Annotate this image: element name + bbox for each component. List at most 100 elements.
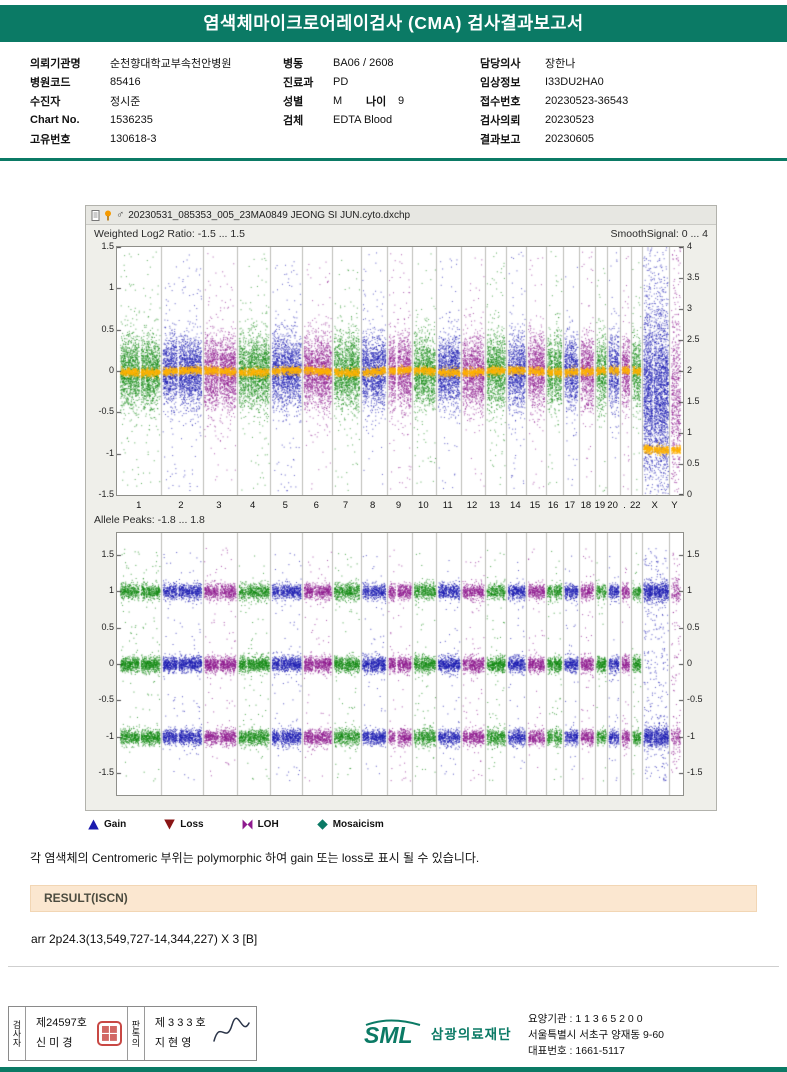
field-label: 고유번호 [30, 133, 71, 146]
field-label: 담당의사 [480, 57, 521, 70]
centromere-note: 각 염색체의 Centromeric 부위는 polymorphic 하여 ga… [30, 851, 480, 865]
chromosome-label: Y [671, 500, 678, 511]
field-label: 임상정보 [480, 76, 521, 89]
axis-tick-label: 1.5 [687, 548, 700, 559]
axis-tick-label: -1 [105, 730, 114, 741]
axis-tick-label: 4 [687, 241, 693, 251]
axis-tick-label: 2 [687, 365, 693, 375]
chart-legend: Gain Loss LOH Mosaicism [88, 819, 422, 830]
axis-tick-label: 0 [108, 658, 114, 668]
chromosome-label: 19 [594, 500, 606, 511]
axis-tick-label: -1 [105, 447, 114, 458]
legend-label: Loss [180, 819, 204, 830]
footer-text-line: 요양기관 : 1 1 3 6 5 2 0 0 [528, 1013, 643, 1025]
field-value: EDTA Blood [333, 113, 393, 126]
chromosome-label: 17 [564, 500, 576, 511]
stamp-cell: 제24597호 신 미 경 [26, 1007, 128, 1060]
field-label: 성별 [283, 95, 304, 108]
chromosome-label: 6 [313, 500, 319, 511]
field-value: 순천향대학교부속천안병원 [110, 57, 232, 70]
bottom-rule [0, 1067, 787, 1072]
axis-tick-label: 1.5 [101, 548, 114, 559]
field-value: I33DU2HA0 [545, 75, 604, 88]
chromosome-label: 1 [136, 500, 142, 511]
info-row: 결과보고 20230605 [480, 129, 628, 148]
field-label: 수진자 [30, 95, 61, 108]
chromosome-label: 3 [216, 500, 222, 511]
field-label: 나이 [366, 95, 387, 108]
stamp-role-label: 판독의 [128, 1007, 145, 1060]
bottom-plot-left-axis: 1.5 1 0.5 0 -0.5 -1 -1.5 [87, 532, 114, 794]
chromosome-label: 22 [629, 500, 641, 511]
mosaicism-icon [316, 819, 328, 830]
info-column-1: 의뢰기관명 순천향대학교부속천안병원 병원코드 85416 수진자 정시준 Chart No… [30, 53, 231, 148]
info-row: 접수번호 20230523-36543 [480, 91, 628, 110]
field-value: 85416 [110, 75, 141, 88]
legend-label: Mosaicism [332, 819, 384, 830]
field-value: 9 [398, 94, 405, 107]
result-section-header: RESULT(ISCN) [30, 885, 757, 912]
axis-tick-label: 0.5 [687, 621, 700, 632]
male-icon: ♂ [116, 208, 125, 221]
axis-tick-label: -1.5 [98, 767, 114, 778]
axis-tick-label: 1 [687, 585, 693, 596]
chart-filename: 20230531_085353_005_23MA0849 JEONG SI JU… [128, 209, 411, 221]
info-row: 병원코드 85416 [30, 72, 231, 91]
field-value: 20230523-36543 [545, 94, 629, 107]
field-value: 20230523 [545, 113, 594, 126]
chromosome-label: 15 [529, 500, 541, 511]
chromosome-label: 8 [370, 500, 376, 511]
footer-text-line: 서울특별시 서초구 양재동 9-60 [528, 1029, 665, 1041]
axis-tick-label: 3 [687, 303, 693, 313]
chromosome-label: . [623, 500, 626, 511]
legend-label: LOH [257, 819, 279, 830]
report-title-bar: 염색체마이크로어레이검사 (CMA) 검사결과보고서 [0, 5, 787, 42]
license-number: 제 3 3 3 호 [154, 1017, 206, 1029]
field-value: 장한나 [545, 57, 576, 70]
chromosome-label: 12 [466, 500, 478, 511]
axis-tick-label: 3.5 [687, 272, 700, 282]
legend-item-gain: Gain [88, 819, 126, 830]
field-label: 의뢰기관명 [30, 57, 81, 70]
signature [212, 1017, 250, 1042]
field-value: 정시준 [110, 95, 141, 108]
chart-titlebar: ♂ 20230531_085353_005_23MA0849 JEONG SI … [86, 206, 716, 225]
field-value: BA06 / 2608 [333, 56, 394, 69]
axis-tick-label: 0.5 [101, 621, 114, 632]
field-value: 130618-3 [110, 132, 157, 145]
bottom-plot-header: Allele Peaks: -1.8 ... 1.8 [94, 514, 708, 526]
info-column-3: 담당의사 장한나 임상정보 I33DU2HA0 접수번호 20230523-36543 검사… [480, 53, 628, 148]
document-icon [91, 209, 100, 221]
chromosome-axis: 1 2 3 4 5 6 7 8 9 10 11 12 13 14 15 16 17 18 19 20. 22 X Y [116, 500, 682, 513]
axis-tick-label: 1.5 [687, 396, 700, 406]
axis-tick-label: 0.5 [101, 323, 114, 334]
info-column-2: 병동 BA06 / 2608 진료과 PD 성별 M 나이 9 검체 EDTA Blood [283, 53, 404, 129]
top-plot-right-label: SmoothSignal: 0 ... 4 [610, 228, 708, 240]
field-label: 검사의뢰 [480, 114, 521, 127]
field-label: 병원코드 [30, 76, 71, 89]
info-row: 의뢰기관명 순천향대학교부속천안병원 [30, 53, 231, 72]
top-plot-header: Weighted Log2 Ratio: -1.5 ... 1.5 Smooth… [94, 228, 708, 240]
gain-icon [88, 819, 99, 830]
lab-logo: SML 삼광의료재단 [362, 1018, 512, 1048]
axis-tick-label: -0.5 [687, 694, 703, 705]
loss-icon [164, 819, 176, 830]
axis-tick-label: 0 [687, 658, 693, 668]
info-row: 수진자 정시준 [30, 91, 231, 110]
info-row: 검사의뢰 20230523 [480, 110, 628, 129]
legend-item-loss: Loss [164, 819, 204, 830]
field-label: 결과보고 [480, 133, 521, 146]
red-seal-stamp [96, 1021, 122, 1046]
info-row: 담당의사 장한나 [480, 53, 628, 72]
sml-logo-text: SML [364, 1022, 413, 1048]
chromosome-label: 4 [250, 500, 256, 511]
footer-divider [8, 966, 779, 967]
person-name: 신 미 경 [36, 1037, 73, 1049]
org-contact-block: 요양기관 : 1 1 3 6 5 2 0 0 서울특별시 서초구 양재동 9-60… [528, 1011, 664, 1059]
legend-label: Gain [104, 819, 127, 830]
field-label: 병동 [283, 57, 304, 70]
section-divider-rule [0, 158, 787, 161]
allele-peaks-plot [116, 532, 684, 796]
loh-icon [242, 819, 253, 830]
